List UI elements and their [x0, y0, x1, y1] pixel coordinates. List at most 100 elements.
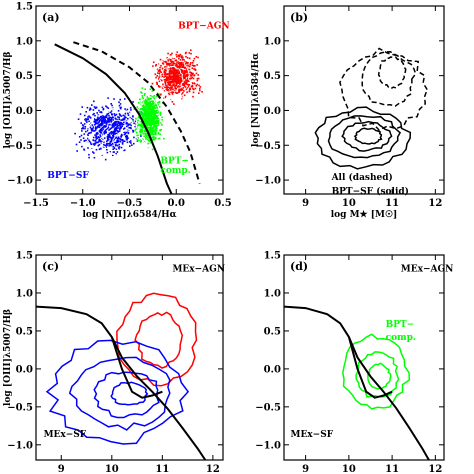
x-axis-label: log [NII]λ6584/Hα [82, 210, 176, 220]
scatter-point [92, 143, 95, 145]
scatter-point [116, 118, 119, 121]
scatter-point [155, 122, 157, 124]
scatter-point [178, 88, 181, 91]
scatter-point [119, 103, 122, 105]
scatter-point [156, 92, 159, 95]
scatter-point [123, 119, 126, 121]
scatter-point [177, 71, 179, 73]
y-tick-label: −1.0 [255, 176, 281, 187]
scatter-point [94, 114, 96, 117]
plot-area [36, 292, 207, 460]
scatter-point [157, 121, 160, 124]
scatter-point [109, 136, 111, 138]
scatter-point [109, 123, 111, 126]
scatter-point [173, 68, 175, 71]
scatter-point [151, 111, 153, 113]
scatter-point [190, 77, 192, 80]
scatter-point [196, 77, 199, 80]
scatter-point [164, 82, 167, 85]
scatter-point [105, 125, 108, 127]
scatter-point [147, 104, 150, 106]
scatter-point [170, 67, 173, 70]
scatter-point [120, 119, 123, 121]
scatter-point [144, 88, 146, 90]
scatter-point [109, 116, 111, 119]
scatter-point [185, 79, 187, 81]
scatter-point [143, 115, 146, 117]
scatter-point [106, 135, 109, 138]
axes-frame [35, 254, 224, 461]
scatter-point [172, 81, 174, 84]
scatter-point [147, 101, 150, 104]
scatter-point [81, 145, 83, 148]
scatter-point [188, 68, 191, 71]
scatter-point [100, 132, 102, 134]
scatter-point [124, 98, 126, 100]
scatter-point [148, 137, 150, 139]
scatter-point [153, 106, 156, 109]
scatter-point [123, 140, 126, 142]
contour-line [85, 107, 145, 161]
scatter-point [89, 141, 91, 143]
scatter-point [159, 58, 162, 61]
scatter-point [85, 111, 87, 113]
scatter-point [142, 126, 145, 128]
scatter-point [94, 107, 97, 109]
scatter-point [170, 62, 173, 64]
scatter-point [95, 141, 97, 144]
scatter-point [180, 77, 182, 79]
scatter-point [103, 119, 105, 122]
scatter-point [98, 130, 101, 132]
contour-line [93, 371, 160, 419]
scatter-point [93, 120, 95, 123]
scatter-point [175, 87, 177, 90]
scatter-point [152, 107, 155, 110]
scatter-point [155, 81, 158, 84]
scatter-point [163, 70, 166, 73]
scatter-point [78, 136, 81, 138]
scatter-point [99, 111, 101, 113]
scatter-point [164, 75, 167, 78]
scatter-point [95, 132, 98, 135]
scatter-point [164, 84, 167, 86]
scatter-point [178, 80, 180, 82]
scatter-point [96, 122, 99, 125]
scatter-point [152, 65, 154, 67]
scatter-point [159, 94, 162, 97]
scatter-point [92, 136, 95, 139]
scatter-point [93, 152, 95, 154]
scatter-point [107, 143, 109, 145]
scatter-point [110, 119, 112, 122]
scatter-point [141, 105, 144, 107]
scatter-point [185, 73, 188, 76]
scatter-point [154, 138, 157, 140]
scatter-point [102, 126, 104, 129]
scatter-point [190, 52, 192, 55]
scatter-point [112, 142, 114, 145]
scatter-point [88, 153, 90, 156]
scatter-point [93, 117, 95, 120]
scatter-point [142, 107, 144, 110]
scatter-point [169, 66, 172, 69]
scatter-point [89, 142, 92, 144]
scatter-point [98, 148, 101, 151]
scatter-point [104, 125, 106, 127]
scatter-point [95, 128, 97, 130]
scatter-point [152, 120, 155, 122]
scatter-point [85, 130, 87, 133]
scatter-point [183, 77, 186, 80]
y-axis-label: log [OIII]λ5007/Hβ [3, 52, 13, 149]
scatter-point [173, 73, 176, 76]
scatter-point [78, 141, 81, 143]
scatter-point [180, 85, 182, 87]
scatter-point [174, 75, 177, 77]
scatter-point [96, 116, 99, 118]
scatter-point [158, 80, 161, 83]
scatter-point [177, 78, 180, 80]
scatter-point [127, 123, 129, 125]
scatter-point [103, 126, 105, 128]
scatter-point [98, 117, 101, 119]
scatter-point [141, 114, 144, 116]
scatter-point [75, 143, 78, 146]
scatter-point [107, 133, 110, 136]
